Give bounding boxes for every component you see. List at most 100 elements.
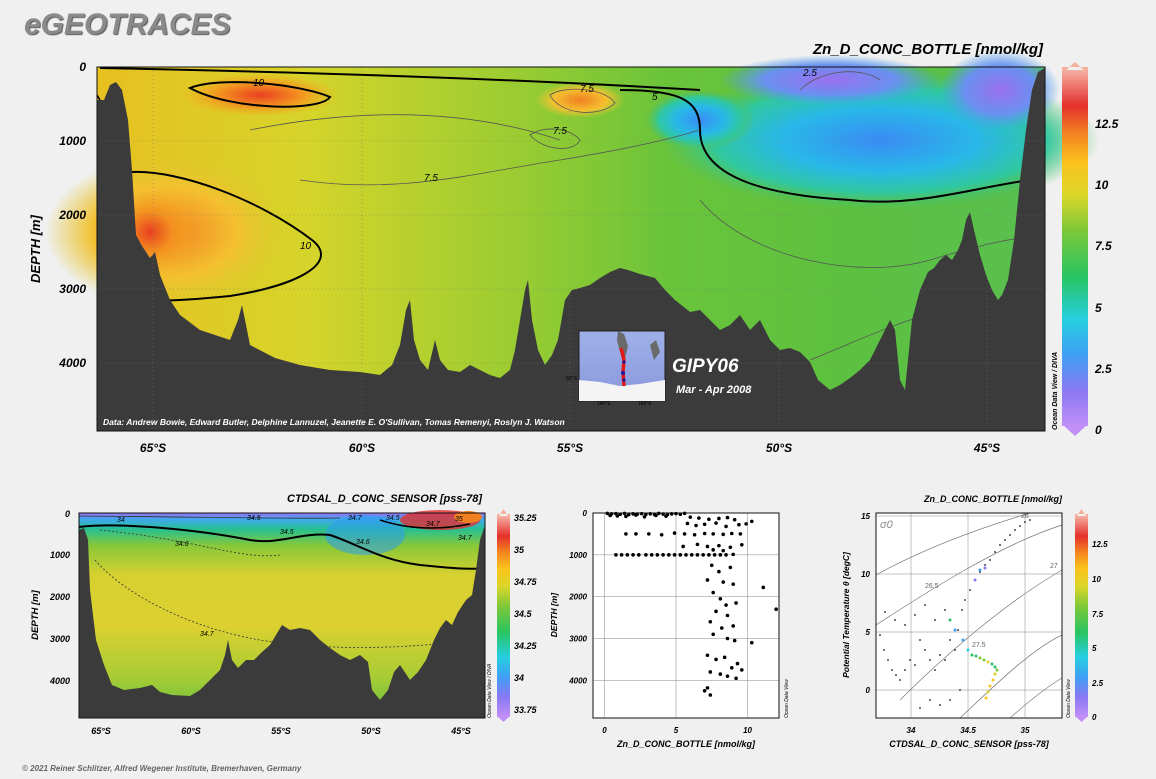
scatter-point <box>732 517 737 522</box>
scatter-point <box>737 522 741 527</box>
scatter-point <box>714 521 718 525</box>
contour-label: 34.5 <box>247 515 261 522</box>
scatter-point <box>626 512 631 517</box>
contour-label: 34.6 <box>356 539 370 546</box>
scatter-point <box>728 545 733 550</box>
scatter-point <box>711 532 715 536</box>
colorbar-tick: 34.25 <box>514 641 538 651</box>
scatter-point <box>614 553 618 557</box>
scatter-point <box>705 653 710 658</box>
contour-label: 34.6 <box>175 541 189 548</box>
y-tick-label: 4000 <box>58 356 86 370</box>
isopycnal-label: 27 <box>1050 563 1058 570</box>
scatter-point <box>732 638 737 643</box>
contour-label: 10 <box>300 241 312 252</box>
scatter-point <box>738 532 743 536</box>
x-axis-label: Zn_D_CONC_BOTTLE [nmol/kg] <box>616 739 756 749</box>
scatter-point <box>682 532 687 536</box>
x-tick-label: 35 <box>1021 726 1030 735</box>
scatter-point <box>714 657 718 662</box>
y-tick-label: 0 <box>65 509 70 519</box>
contour-label: 10 <box>253 78 265 89</box>
scatter-point <box>724 553 728 557</box>
salinity-chart-title: CTDSAL_D_CONC_SENSOR [pss-78] <box>287 493 482 505</box>
contour-label: 7.5 <box>424 173 438 184</box>
scatter-point <box>734 601 738 605</box>
scatter-point <box>731 552 736 557</box>
scatter-point <box>672 553 677 557</box>
egeotraces-logo: eGEOTRACES <box>24 8 231 41</box>
x-tick-label: 34.5 <box>960 726 976 735</box>
ts-colorbar: 0 2.5 5 7.5 10 12.5 <box>1075 509 1108 722</box>
scatter-point <box>717 569 721 574</box>
colorbar-tick: 5 <box>1092 644 1097 653</box>
isopycnal-label: 27.5 <box>972 642 986 649</box>
colorbar-tick: 0 <box>1092 713 1097 722</box>
colorbar-tick: 35.25 <box>514 513 538 523</box>
scatter-point <box>708 670 713 674</box>
contour-label: 2.5 <box>802 68 817 79</box>
scatter-point <box>619 553 624 557</box>
contour-label: 34.5 <box>386 515 400 522</box>
y-axis-label: DEPTH [m] <box>549 592 559 638</box>
scatter-point <box>735 661 740 666</box>
colorbar-tick: 10 <box>1092 575 1101 584</box>
x-tick-label: 55°S <box>557 441 583 455</box>
scatter-point <box>707 517 711 522</box>
scatter-point <box>685 521 690 526</box>
scatter-point <box>707 553 711 557</box>
x-tick-label: 65°S <box>140 441 166 455</box>
scatter-point <box>725 613 730 618</box>
scatter-point <box>702 531 707 536</box>
contour-label: 34.7 <box>426 521 441 528</box>
scatter-point <box>624 532 628 536</box>
inset-lon-label: 160°E <box>638 401 652 407</box>
y-tick-label: 15 <box>861 512 870 521</box>
y-tick-label: 0 <box>583 509 588 518</box>
y-tick-label: 5 <box>866 628 871 637</box>
scatter-point <box>709 563 714 568</box>
scatter-point <box>721 548 725 553</box>
ts-diagram-plot: 26.5 26 27 27.5 σ0 <box>875 512 1063 719</box>
copyright-notice: © 2021 Reiner Schlitzer, Alfred Wegener … <box>22 764 302 773</box>
x-tick-label: 50°S <box>766 441 792 455</box>
scatter-point <box>697 516 701 520</box>
x-tick-label: 34 <box>907 726 916 735</box>
scatter-point <box>761 585 766 590</box>
scatter-point <box>659 532 664 537</box>
scatter-point <box>684 553 688 557</box>
y-tick-label: 0 <box>79 60 86 74</box>
scatter-point <box>615 514 620 518</box>
scatter-point <box>774 607 778 612</box>
scatter-point <box>705 686 710 690</box>
scatter-point <box>701 553 705 557</box>
colorbar-tick: 33.75 <box>514 705 538 715</box>
scatter-point <box>711 548 715 552</box>
contour-label: 34.7 <box>200 631 215 638</box>
salinity-colorbar: 33.75 34 34.25 34.5 34.75 35 35.25 <box>497 509 538 722</box>
colorbar-tick: 5 <box>1095 301 1102 315</box>
scatter-point <box>636 553 641 557</box>
inset-map: 60°S 140°E 160°E GIPY06 Mar - Apr 2008 <box>566 330 752 407</box>
odv-watermark: Ocean Data View <box>784 679 790 718</box>
data-credit: Data: Andrew Bowie, Edward Butler, Delph… <box>103 417 565 427</box>
odv-watermark: Ocean Data View <box>1066 679 1072 718</box>
colorbar-tick: 35 <box>514 545 525 555</box>
scatter-point <box>644 553 648 557</box>
scatter-point <box>634 513 638 517</box>
scatter-point <box>694 523 698 528</box>
x-axis-label: CTDSAL_D_CONC_SENSOR [pss-78] <box>889 739 1050 749</box>
colorbar-tick: 12.5 <box>1095 117 1119 131</box>
x-tick-label: 0 <box>602 726 607 735</box>
x-tick-label: 5 <box>674 726 679 735</box>
scatter-point <box>672 531 677 535</box>
y-tick-label: 3000 <box>59 282 86 296</box>
scatter-point <box>744 522 748 526</box>
salinity-section-plot: 34 34.6 34.5 34.5 34.7 34.7 34.6 34.5 34… <box>78 510 486 719</box>
colorbar-tick: 2.5 <box>1091 679 1104 688</box>
x-tick-label: 60°S <box>349 441 375 455</box>
isopycnal-label: 26 <box>1021 513 1029 520</box>
scatter-point <box>705 578 710 582</box>
x-tick-label: 10 <box>743 726 752 735</box>
